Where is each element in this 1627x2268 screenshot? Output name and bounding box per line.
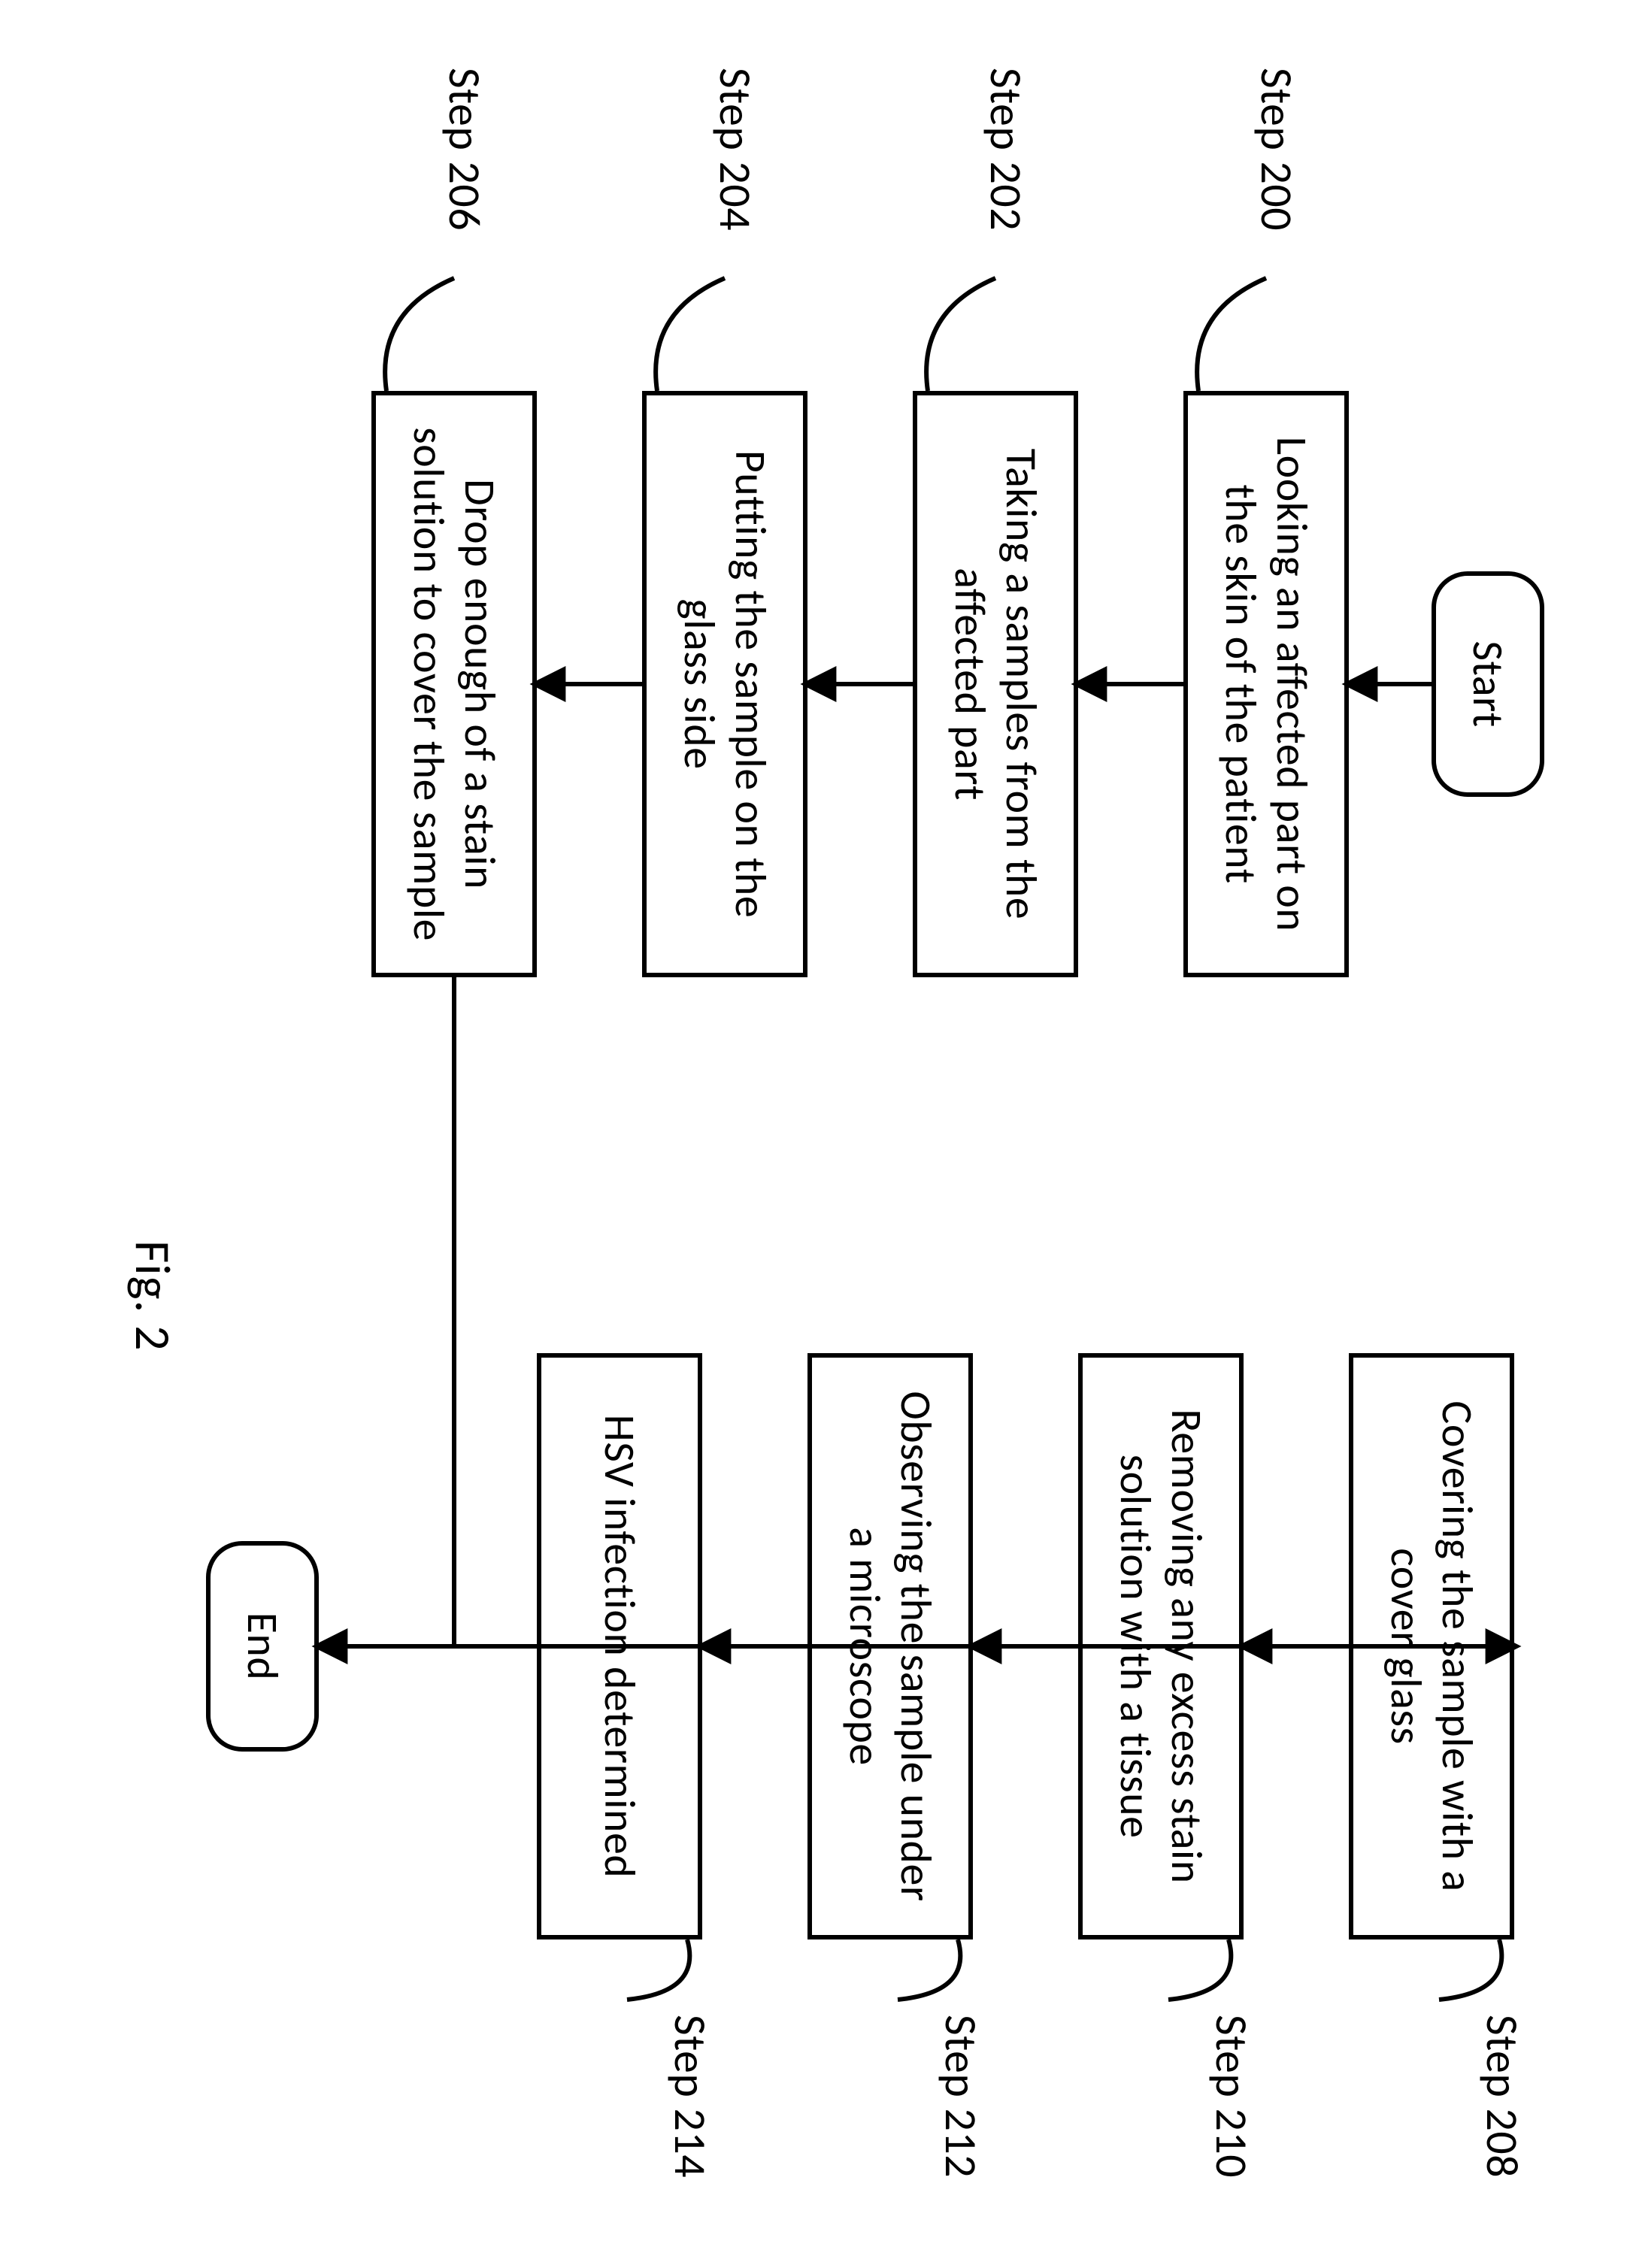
flow-node-200: Looking an affected part on the skin of … — [1183, 391, 1349, 977]
step-label-202: Step 202 — [978, 68, 1033, 231]
flow-node-text-204: Putting the sample on the glass side — [674, 413, 777, 955]
flow-node-212: Observing the sample under a microscope — [807, 1353, 973, 1939]
flow-node-210: Removing any excess stain solution with … — [1078, 1353, 1244, 1939]
step-label-204: Step 204 — [707, 68, 762, 231]
flow-node-206: Drop enough of a stain solution to cover… — [371, 391, 537, 977]
step-label-210: Step 210 — [1204, 2015, 1259, 2178]
step-label-214: Step 214 — [662, 2015, 717, 2178]
flow-node-text-206: Drop enough of a stain solution to cover… — [403, 413, 506, 955]
flow-node-208: Covering the sample with a cover glass — [1349, 1353, 1514, 1939]
flow-node-start: Start — [1432, 571, 1544, 797]
flow-node-text-210: Removing any excess stain solution with … — [1110, 1376, 1213, 1917]
step-label-206: Step 206 — [437, 68, 492, 231]
flow-node-end: End — [206, 1541, 319, 1752]
flow-node-text-212: Observing the sample under a microscope — [839, 1376, 942, 1917]
flow-node-text-208: Covering the sample with a cover glass — [1380, 1376, 1483, 1917]
step-label-200: Step 200 — [1249, 68, 1304, 231]
step-label-212: Step 212 — [933, 2015, 988, 2178]
figure-label: Fig. 2 — [123, 1240, 183, 1352]
flow-node-text-202: Taking a samples from the affected part — [944, 413, 1047, 955]
flow-node-202: Taking a samples from the affected part — [913, 391, 1078, 977]
flowchart-canvas: Start End Looking an affected part on the … — [0, 0, 1627, 2268]
flow-node-text-200: Looking an affected part on the skin of … — [1215, 413, 1318, 955]
flow-node-text-end: End — [237, 1612, 288, 1681]
flow-node-204: Putting the sample on the glass side — [642, 391, 807, 977]
step-label-208: Step 208 — [1474, 2015, 1529, 2178]
flow-node-214: HSV infection determined — [537, 1353, 702, 1939]
flow-node-text-start: Start — [1462, 640, 1513, 727]
flow-node-text-214: HSV infection determined — [594, 1415, 645, 1879]
